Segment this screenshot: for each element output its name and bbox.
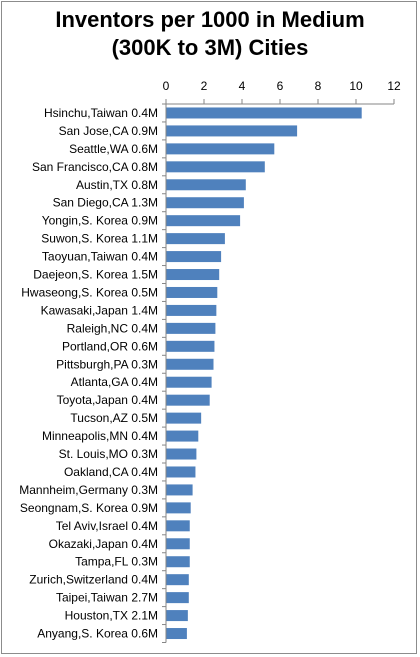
category-label: Taipei,Taiwan 2.7M — [56, 591, 158, 605]
bar — [166, 394, 210, 406]
y-axis — [162, 103, 167, 643]
category-label: Austin,TX 0.8M — [76, 178, 158, 192]
chart-title: Inventors per 1000 in Medium (300K to 3M… — [0, 6, 420, 62]
category-label: Anyang,S. Korea 0.6M — [37, 627, 158, 641]
x-tick-label: 12 — [387, 79, 401, 93]
bar — [166, 430, 199, 442]
category-labels: Hsinchu,Taiwan 0.4M San Jose,CA 0.9M Seatt… — [19, 106, 158, 641]
bar — [166, 538, 190, 550]
category-label: Portland,OR 0.6M — [62, 339, 158, 353]
bar — [166, 556, 190, 568]
category-label: Pittsburgh,PA 0.3M — [56, 357, 158, 371]
x-tick-label: 6 — [277, 79, 284, 93]
category-label: Taoyuan,Taiwan 0.4M — [42, 250, 158, 264]
category-label: St. Louis,MO 0.3M — [59, 447, 158, 461]
x-tick-label: 4 — [239, 79, 246, 93]
category-label: San Francisco,CA 0.8M — [32, 160, 158, 174]
category-label: Mannheim,Germany 0.3M — [19, 483, 158, 497]
category-label: Oakland,CA 0.4M — [64, 465, 158, 479]
bar — [166, 574, 189, 586]
category-label: Atlanta,GA 0.4M — [71, 375, 158, 389]
x-axis: 0 2 4 6 8 10 12 — [163, 79, 401, 105]
bar — [166, 215, 241, 227]
bar — [166, 125, 298, 137]
category-label: Yongin,S. Korea 0.9M — [42, 214, 158, 228]
category-label: Tucson,AZ 0.5M — [70, 411, 158, 425]
category-label: San Jose,CA 0.9M — [59, 124, 158, 138]
x-tick-label: 2 — [201, 79, 208, 93]
category-label: Kawasaki,Japan 1.4M — [41, 303, 158, 317]
bar — [166, 286, 218, 298]
bar — [166, 197, 244, 209]
category-label: Okazaki,Japan 0.4M — [49, 537, 158, 551]
bar — [166, 466, 196, 478]
x-tick-label: 10 — [349, 79, 363, 93]
category-label: Daejeon,S. Korea 1.5M — [33, 268, 158, 282]
category-label: Seattle,WA 0.6M — [69, 142, 158, 156]
bar — [166, 376, 212, 388]
bar — [166, 358, 214, 370]
bar — [166, 448, 197, 460]
category-label: Toyota,Japan 0.4M — [57, 393, 158, 407]
bar — [166, 502, 191, 514]
bar — [166, 610, 188, 622]
bar — [166, 520, 190, 532]
category-label: Hsinchu,Taiwan 0.4M — [44, 106, 158, 120]
bar — [166, 179, 246, 191]
category-label: Tampa,FL 0.3M — [75, 555, 158, 569]
category-label: Minneapolis,MN 0.4M — [42, 429, 158, 443]
x-tick-label: 0 — [163, 79, 170, 93]
bar — [166, 107, 362, 119]
category-label: Tel Aviv,Israel 0.4M — [56, 519, 158, 533]
bar — [166, 269, 220, 281]
x-tick-label: 8 — [315, 79, 322, 93]
bar — [166, 322, 216, 334]
category-label: Hwaseong,S. Korea 0.5M — [21, 285, 158, 299]
bar — [166, 233, 225, 245]
bar — [166, 340, 215, 352]
bar — [166, 143, 275, 155]
chart-title-line-1: Inventors per 1000 in Medium — [55, 7, 365, 32]
category-label: Zurich,Switzerland 0.4M — [29, 573, 158, 587]
bar — [166, 412, 202, 424]
bar — [166, 628, 187, 640]
category-label: San Diego,CA 1.3M — [53, 196, 158, 210]
bar — [166, 484, 193, 496]
category-label: Seongnam,S. Korea 0.9M — [20, 501, 158, 515]
bar — [166, 304, 217, 316]
category-label: Suwon,S. Korea 1.1M — [41, 232, 158, 246]
chart-title-line-2: (300K to 3M) Cities — [111, 35, 309, 60]
bar — [166, 251, 222, 263]
bar — [166, 592, 189, 604]
bars — [166, 107, 362, 640]
category-label: Raleigh,NC 0.4M — [67, 321, 158, 335]
bar — [166, 161, 265, 173]
category-label: Houston,TX 2.1M — [65, 609, 158, 623]
